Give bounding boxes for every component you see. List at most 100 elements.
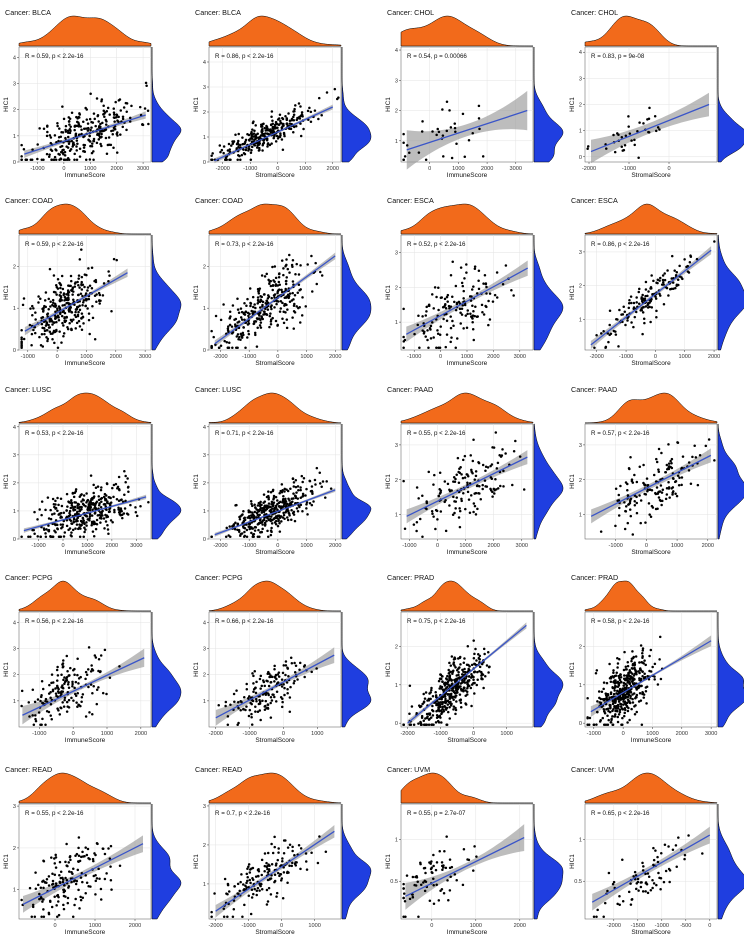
data-point [313,478,317,482]
data-point [258,882,261,886]
data-point [76,280,79,284]
data-point [87,318,91,322]
data-point [438,333,442,337]
data-point [452,669,455,672]
data-point [463,277,466,280]
data-point [449,875,452,879]
data-point [89,885,92,888]
data-point [268,314,272,318]
data-point [72,517,76,521]
data-point [228,148,232,151]
data-point [218,144,222,147]
data-point [439,510,443,513]
data-point [270,526,273,530]
data-point [664,471,667,474]
data-point [101,294,105,297]
y-tick-label: 4 [13,55,16,61]
data-point [439,716,442,719]
data-point [295,118,299,122]
data-point [472,285,475,288]
data-point [625,686,628,689]
data-point [641,332,644,336]
data-point [134,506,137,509]
data-point [467,663,470,667]
data-point [119,508,122,511]
data-point [59,150,63,154]
data-point [605,147,608,150]
data-point [251,533,255,536]
data-point [402,915,405,918]
data-point [92,137,96,141]
data-point [37,883,40,887]
data-point [441,305,445,309]
data-point [440,861,444,864]
data-point [297,102,301,105]
data-point [34,719,38,723]
data-point [462,670,465,674]
data-point [58,860,62,864]
data-point [265,861,268,865]
data-point [602,687,605,691]
data-point [53,523,57,526]
data-point [62,324,65,327]
data-point [269,284,273,288]
data-point [325,480,328,483]
data-point [103,527,106,530]
data-point [63,299,66,302]
data-point [271,504,275,508]
data-point [63,676,66,679]
data-point [118,665,121,668]
data-point [60,527,63,530]
data-point [54,317,57,320]
data-point [51,323,54,326]
data-point [321,480,325,483]
data-point [278,530,282,533]
data-point [616,132,619,135]
data-point [454,666,457,669]
data-point [263,516,266,520]
data-point [665,486,669,490]
data-point [502,469,505,473]
data-point [439,701,442,704]
data-point [680,476,684,479]
data-point [476,670,479,674]
data-point [107,496,111,499]
data-point [713,459,716,462]
data-point [256,886,260,890]
x-tick-label: -2000 [209,731,223,737]
data-point [237,337,240,341]
data-point [109,519,113,522]
data-point [277,276,281,279]
data-point [258,148,261,152]
data-point [56,674,60,677]
top-density-immune [208,580,342,612]
data-point [69,274,73,278]
data-point [258,324,262,327]
data-point [270,115,273,118]
data-point [267,502,271,505]
data-point [97,686,100,689]
data-point [448,889,452,892]
data-point [105,152,109,156]
data-point [449,315,452,318]
data-point [308,479,312,483]
data-point [472,502,476,505]
data-point [642,122,645,125]
data-point [617,499,621,502]
data-point [429,867,433,871]
y-tick-label: 2 [579,103,582,109]
data-point [74,315,78,319]
data-point [267,692,270,695]
data-point [277,117,281,120]
data-point [444,708,448,711]
data-point [434,690,437,694]
data-point [73,285,77,288]
correlation-annotation: R = 0.73, p < 2.2e-16 [215,241,274,248]
y-tick-label: 3 [203,453,206,459]
data-point [63,696,67,699]
data-point [258,135,262,139]
y-tick-label: 0 [395,721,398,727]
data-point [210,346,213,349]
